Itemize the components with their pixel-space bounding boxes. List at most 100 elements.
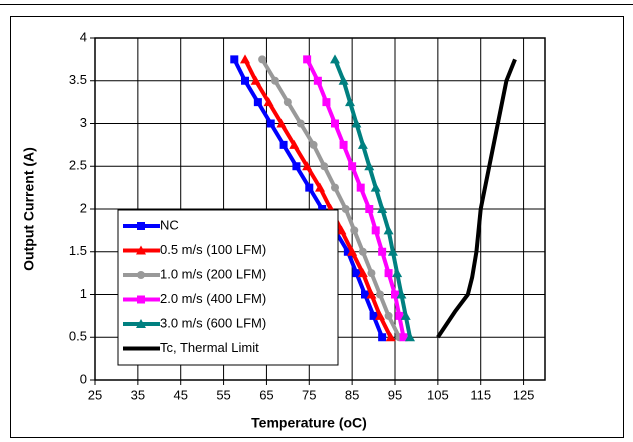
marker xyxy=(348,162,357,171)
marker xyxy=(303,55,312,64)
marker xyxy=(369,311,378,320)
x-tick-label: 55 xyxy=(216,387,230,402)
marker xyxy=(136,245,146,255)
marker xyxy=(384,269,393,278)
x-tick-label: 95 xyxy=(388,387,402,402)
marker xyxy=(395,311,404,320)
y-tick-label: 1.5 xyxy=(69,243,87,258)
x-axis-title: Temperature (oC) xyxy=(251,415,367,431)
marker xyxy=(320,162,329,171)
marker xyxy=(305,183,314,192)
marker xyxy=(341,205,350,213)
y-tick-label: 2 xyxy=(80,200,87,215)
marker xyxy=(137,295,145,304)
marker xyxy=(361,290,369,299)
marker xyxy=(377,204,388,213)
marker xyxy=(384,311,393,320)
legend-label: 2.0 m/s (400 LFM) xyxy=(160,291,266,306)
marker xyxy=(276,118,287,128)
y-axis-title: Output Current (A) xyxy=(21,147,37,271)
marker xyxy=(331,183,339,192)
marker xyxy=(371,226,380,235)
x-tick-label: 115 xyxy=(470,387,491,402)
marker xyxy=(289,139,300,149)
legend-box xyxy=(117,209,339,366)
marker xyxy=(230,55,239,64)
marker xyxy=(367,269,376,278)
y-tick-label: 3.5 xyxy=(69,72,87,87)
marker xyxy=(241,76,249,85)
legend-label: 1.0 m/s (200 LFM) xyxy=(160,266,266,281)
y-tick-label: 3 xyxy=(80,115,87,130)
x-tick-label: 75 xyxy=(302,387,316,402)
marker xyxy=(292,162,301,171)
marker xyxy=(271,76,279,85)
marker xyxy=(366,289,377,299)
series-line xyxy=(436,58,517,339)
marker xyxy=(339,140,348,149)
marker xyxy=(352,269,361,278)
legend-label: 0.5 m/s (100 LFM) xyxy=(160,242,266,257)
x-tick-label: 45 xyxy=(173,387,187,402)
marker xyxy=(405,332,415,342)
x-tick-label: 125 xyxy=(513,387,535,402)
x-tick-label: 35 xyxy=(131,387,145,402)
x-tick-label: 65 xyxy=(259,387,273,402)
marker xyxy=(375,310,385,320)
marker xyxy=(364,161,375,171)
marker xyxy=(322,98,331,107)
marker xyxy=(240,54,250,64)
marker xyxy=(315,182,325,192)
marker xyxy=(253,98,262,107)
marker xyxy=(137,222,145,230)
marker xyxy=(351,118,362,128)
marker xyxy=(302,161,313,171)
marker xyxy=(345,97,355,107)
marker xyxy=(263,97,274,107)
marker xyxy=(296,119,305,128)
marker xyxy=(376,290,384,299)
legend-label: 3.0 m/s (600 LFM) xyxy=(160,315,266,330)
plot-area xyxy=(94,37,546,381)
marker xyxy=(279,140,288,149)
y-tick-label: 0.5 xyxy=(69,329,87,344)
x-tick-label: 105 xyxy=(427,387,449,402)
marker xyxy=(250,75,261,85)
marker xyxy=(370,182,381,192)
marker xyxy=(136,319,146,328)
marker xyxy=(343,247,352,256)
y-tick-label: 2.5 xyxy=(69,158,87,173)
marker xyxy=(350,226,359,235)
legend-label: Tc, Thermal Limit xyxy=(160,340,259,355)
marker xyxy=(385,332,396,342)
marker xyxy=(313,76,322,85)
marker xyxy=(266,119,275,128)
y-tick-label: 0 xyxy=(80,371,87,386)
marker xyxy=(330,54,340,64)
legend-label: NC xyxy=(160,217,179,232)
marker xyxy=(356,183,365,192)
marker xyxy=(338,75,349,85)
marker xyxy=(399,333,408,342)
marker xyxy=(392,268,403,278)
marker xyxy=(331,119,339,128)
marker xyxy=(358,247,367,256)
marker xyxy=(396,289,407,299)
marker xyxy=(383,225,394,235)
marker xyxy=(137,271,145,279)
legend: NC 0.5 m/s (100 LFM) 1.0 m/s (200 LFM) 2.0 … xyxy=(117,209,339,366)
y-tick-label: 1 xyxy=(80,286,87,301)
x-tick-label: 25 xyxy=(88,387,102,402)
marker xyxy=(365,205,374,213)
marker xyxy=(357,268,368,278)
marker xyxy=(378,247,387,256)
marker xyxy=(400,310,411,320)
marker xyxy=(258,55,267,64)
x-tick-label: 85 xyxy=(345,387,359,402)
marker xyxy=(347,246,358,256)
marker xyxy=(378,333,387,342)
marker xyxy=(387,246,398,256)
marker xyxy=(336,225,347,235)
